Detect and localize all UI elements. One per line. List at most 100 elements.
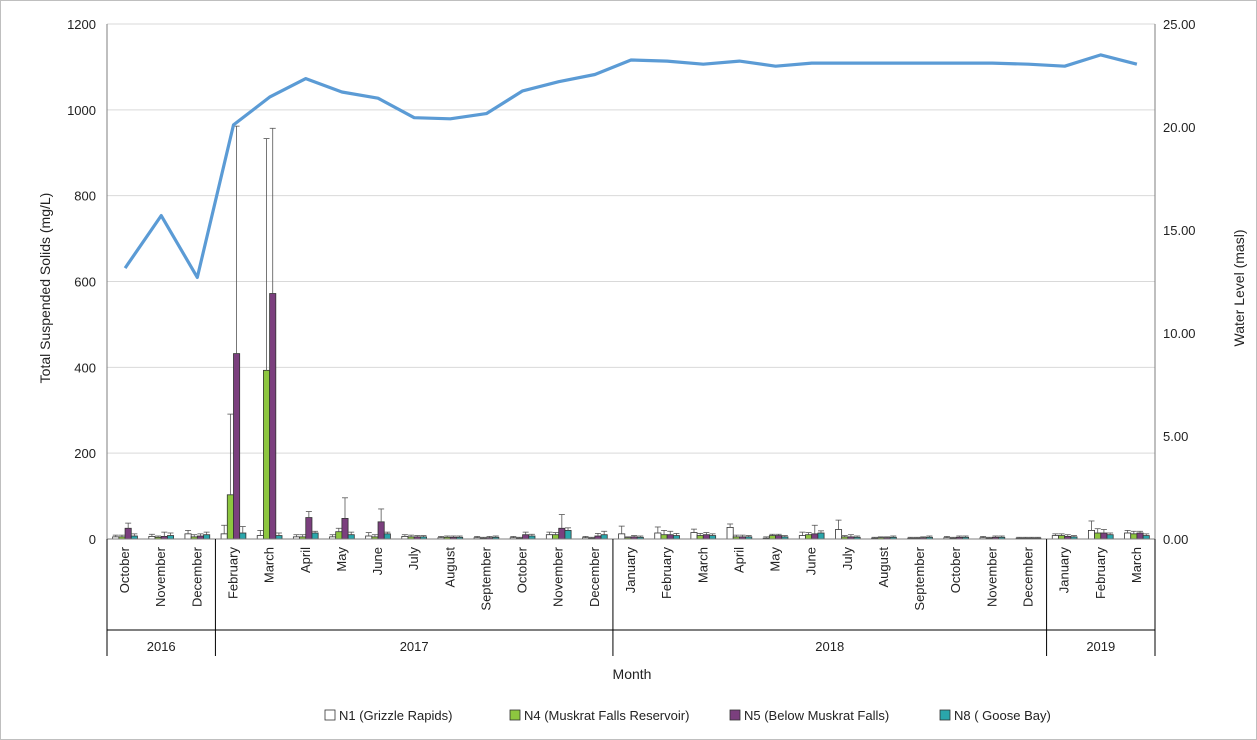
bar bbox=[1106, 534, 1114, 540]
x-tick-label: February bbox=[225, 547, 240, 600]
bar bbox=[256, 535, 264, 540]
x-tick-label: August bbox=[442, 547, 457, 588]
y2-axis-title: Water Level (masl) bbox=[1231, 230, 1247, 347]
x-tick-label: November bbox=[153, 546, 168, 607]
x-tick-label: December bbox=[189, 546, 204, 607]
y2-tick-label: 10.00 bbox=[1163, 326, 1196, 341]
bar bbox=[618, 533, 626, 540]
bar bbox=[805, 534, 813, 540]
bar bbox=[672, 535, 680, 540]
x-tick-label: January bbox=[1057, 547, 1072, 594]
bar bbox=[660, 534, 668, 540]
y2-tick-label: 0.00 bbox=[1163, 532, 1188, 547]
bar bbox=[817, 532, 825, 540]
bar bbox=[233, 353, 241, 540]
bar bbox=[377, 521, 385, 540]
legend: N1 (Grizzle Rapids) N4 (Muskrat Falls Res… bbox=[324, 708, 1051, 723]
x-tick-label: September bbox=[478, 546, 493, 610]
x-tick-label: December bbox=[1021, 546, 1036, 607]
bar bbox=[220, 533, 228, 540]
bar bbox=[341, 518, 349, 540]
bar bbox=[1087, 530, 1095, 540]
bar bbox=[558, 527, 566, 540]
x-tick-label: April bbox=[731, 547, 746, 573]
x-tick-label: February bbox=[1093, 547, 1108, 600]
legend-label: N1 (Grizzle Rapids) bbox=[339, 708, 452, 723]
bar bbox=[383, 533, 391, 540]
bar bbox=[305, 517, 313, 540]
bar bbox=[1100, 532, 1108, 540]
bar bbox=[124, 527, 132, 540]
bar bbox=[263, 369, 271, 540]
y-tick-label: 1000 bbox=[67, 103, 96, 118]
y-tick-label: 200 bbox=[74, 446, 96, 461]
y-tick-label: 400 bbox=[74, 360, 96, 375]
x-tick-label: May bbox=[768, 547, 783, 572]
x-tick-label: January bbox=[623, 547, 638, 594]
y-tick-label: 1200 bbox=[67, 17, 96, 32]
y2-tick-label: 20.00 bbox=[1163, 120, 1196, 135]
x-tick-label: February bbox=[659, 547, 674, 600]
y-tick-label: 0 bbox=[89, 532, 96, 547]
bar bbox=[775, 535, 783, 540]
y2-tick-label: 15.00 bbox=[1163, 223, 1196, 238]
bar bbox=[545, 534, 553, 540]
y-axis-title: Total Suspended Solids (mg/L) bbox=[37, 193, 53, 384]
bar bbox=[522, 534, 530, 540]
year-label: 2017 bbox=[400, 639, 429, 654]
bar bbox=[226, 494, 234, 540]
x-tick-label: April bbox=[298, 547, 313, 573]
bar bbox=[552, 534, 560, 540]
legend-label: N4 (Muskrat Falls Reservoir) bbox=[524, 708, 689, 723]
x-tick-label: June bbox=[370, 547, 385, 575]
x-tick-label: March bbox=[1129, 547, 1144, 583]
bar bbox=[167, 535, 175, 540]
legend-swatch bbox=[509, 709, 521, 721]
bar bbox=[666, 534, 674, 540]
bar bbox=[600, 534, 608, 540]
x-tick-label: March bbox=[695, 547, 710, 583]
bar bbox=[1058, 535, 1066, 540]
x-tick-label: December bbox=[587, 546, 602, 607]
bar bbox=[311, 532, 319, 540]
bar bbox=[1094, 532, 1102, 540]
bar bbox=[1124, 532, 1132, 540]
bar bbox=[203, 534, 211, 540]
water-level-line bbox=[123, 53, 1138, 279]
bar bbox=[690, 532, 698, 540]
bar bbox=[1130, 533, 1138, 540]
bar bbox=[798, 535, 806, 540]
x-tick-label: October bbox=[117, 546, 132, 593]
bar bbox=[1136, 532, 1144, 540]
bar bbox=[835, 529, 843, 540]
gridlines bbox=[107, 23, 1155, 454]
year-label: 2016 bbox=[147, 639, 176, 654]
bar bbox=[564, 530, 572, 540]
bar bbox=[335, 531, 343, 540]
bar bbox=[1051, 535, 1059, 540]
x-tick-label: August bbox=[876, 547, 891, 588]
water-level-layer bbox=[123, 53, 1138, 279]
legend-swatch bbox=[324, 709, 336, 721]
bar bbox=[811, 533, 819, 540]
year-label: 2018 bbox=[815, 639, 844, 654]
y-tick-label: 600 bbox=[74, 275, 96, 290]
x-axis-title: Month bbox=[613, 666, 652, 682]
bar bbox=[726, 527, 734, 540]
bar bbox=[768, 535, 776, 540]
x-tick-label: March bbox=[262, 547, 277, 583]
x-tick-label: October bbox=[948, 546, 963, 593]
legend-swatch bbox=[939, 709, 951, 721]
legend-label: N5 (Below Muskrat Falls) bbox=[744, 708, 889, 723]
bar bbox=[654, 532, 662, 540]
bar bbox=[702, 534, 710, 540]
bar bbox=[275, 535, 283, 540]
bar bbox=[696, 535, 704, 540]
bar bbox=[347, 534, 355, 540]
x-tick-label: September bbox=[912, 546, 927, 610]
y-tick-label: 800 bbox=[74, 189, 96, 204]
axes-layer: 0 200 400 600 800 1000 1200 0.00 5.00 10.00 15.00 2… bbox=[67, 17, 1196, 656]
x-tick-label: November bbox=[984, 546, 999, 607]
x-tick-label: October bbox=[515, 546, 530, 593]
